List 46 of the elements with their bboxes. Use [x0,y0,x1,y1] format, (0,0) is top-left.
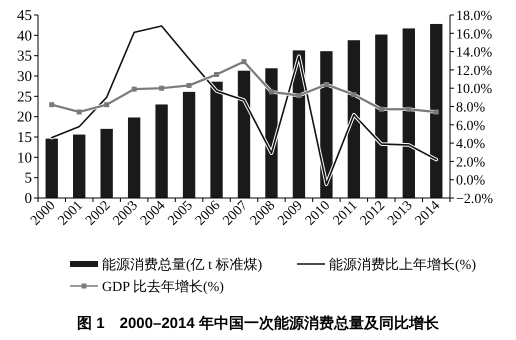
point [378,106,384,112]
point [186,82,192,88]
legend-label: 能源消费总量(亿 t 标准煤) [102,257,263,273]
y-tick-label: 25 [17,89,32,106]
y-tick-label: 0 [24,191,32,207]
point [268,89,274,94]
y-tick-label: 20 [17,110,32,126]
bar [73,134,86,198]
point [351,92,356,98]
point [434,109,439,114]
x-tick-label: 2011 [330,198,361,228]
legend-label: 能源消费比上年增长(%) [329,257,476,273]
y2-tick-label: 2.0% [456,155,486,170]
y-tick-label: 40 [17,28,32,44]
text: 图 1 2000–2014 年中国一次能源消费总量及同比增长 [77,315,440,332]
y2-tick-label: 12.0% [456,64,492,79]
bar [128,117,140,198]
y-tick-label: 30 [17,69,32,85]
point [76,109,82,114]
y-tick-label: 5 [24,170,32,187]
y-tick-label: 15 [17,130,32,146]
point [296,93,302,98]
point [242,59,246,64]
point [104,102,110,108]
bar [182,92,196,198]
y2-tick-label: 4.0% [456,137,486,152]
y2-tick-label: 18.0% [456,9,492,24]
point [324,82,329,88]
point [132,86,137,92]
y-tick-label: 45 [17,8,32,24]
bar [155,104,168,198]
y2-tick-label: 10.0% [456,82,492,98]
y2-tick-label: 6.0% [456,118,486,134]
y2-tick-label: 0.0% [456,174,486,189]
point [49,102,54,108]
legend-label: GDP 比去年增长(%) [102,279,224,295]
point [406,106,412,112]
y-tick-label: 35 [17,48,32,65]
y-tick-label: 10 [17,150,32,166]
point [159,86,164,91]
bar [100,128,113,198]
y2-tick-label: −2.0% [456,192,494,207]
y2-tick-label: 14.0% [456,46,492,61]
y2-tick-label: 16.0% [456,27,492,42]
y2-tick-label: 8.0% [456,100,486,116]
point [214,72,220,77]
